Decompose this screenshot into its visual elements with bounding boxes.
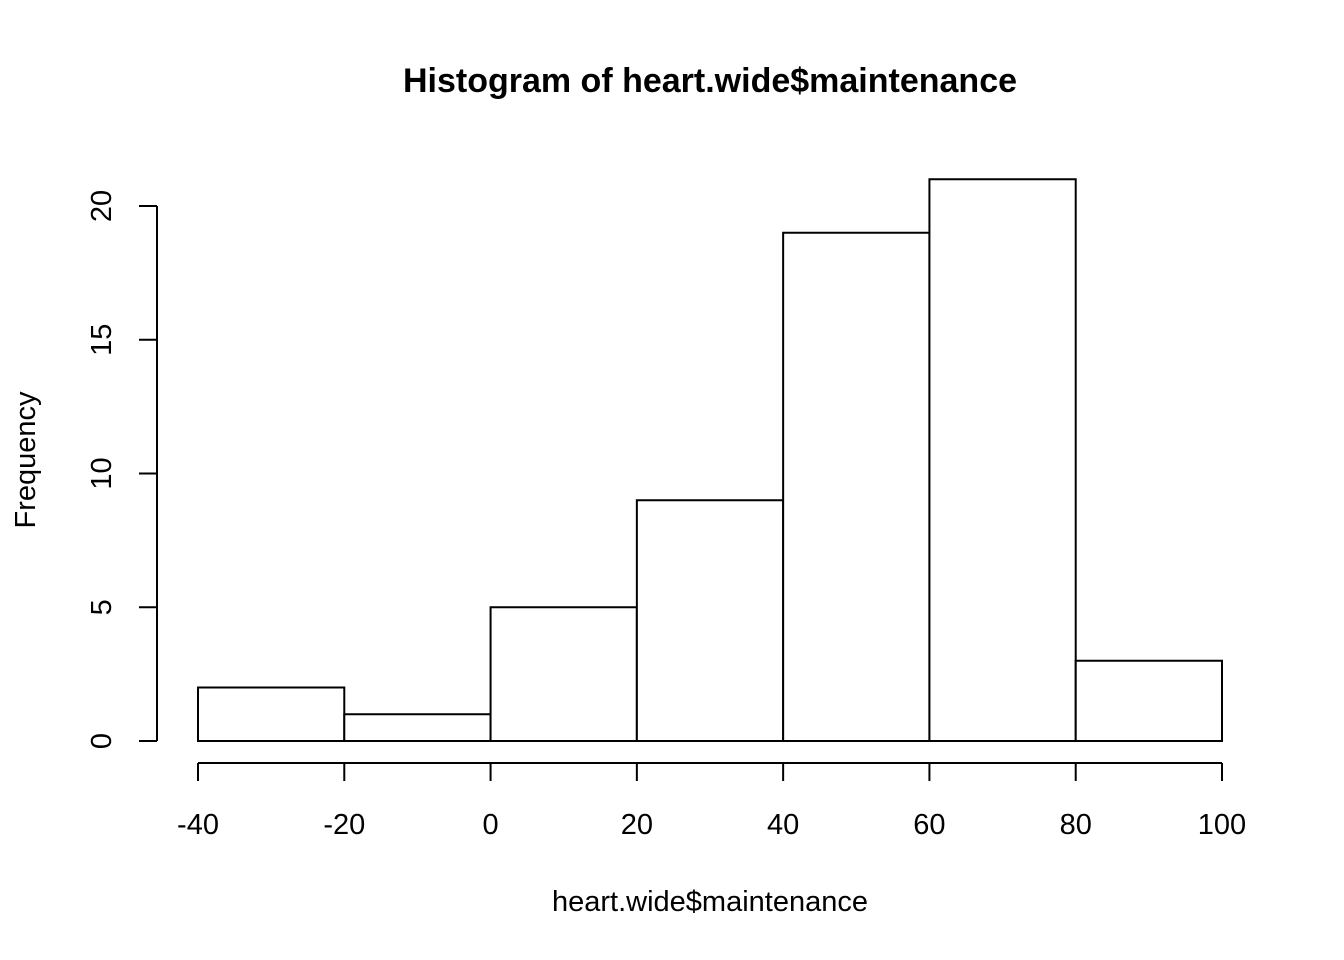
x-axis: -40 -20 0 20 40 60 80 100 <box>177 762 1246 841</box>
x-tick-label: 100 <box>1198 809 1246 841</box>
y-tick-label: 0 <box>86 733 118 749</box>
x-axis-label: heart.wide$maintenance <box>552 886 868 918</box>
chart-title: Histogram of heart.wide$maintenance <box>403 62 1017 100</box>
y-tick-label: 20 <box>86 190 118 222</box>
x-tick-label: 80 <box>1060 809 1092 841</box>
y-tick-label: 5 <box>86 599 118 615</box>
x-tick-label: 20 <box>621 809 653 841</box>
y-axis: 0 5 10 15 20 <box>86 190 158 749</box>
histogram-bar-2 <box>489 606 638 742</box>
histogram-bar-6 <box>1074 659 1223 742</box>
x-tick-label: 40 <box>767 809 799 841</box>
y-axis-label: Frequency <box>10 391 42 529</box>
y-tick-label: 15 <box>86 324 118 356</box>
histogram-bar-3 <box>635 499 785 742</box>
histogram-bar-0 <box>197 686 346 742</box>
y-tick-label: 10 <box>86 457 118 489</box>
histogram-bar-4 <box>782 231 931 742</box>
x-tick-label: 0 <box>483 809 499 841</box>
x-tick-label: -40 <box>177 809 219 841</box>
histogram-bar-5 <box>928 178 1077 742</box>
x-tick-label: 60 <box>913 809 945 841</box>
x-tick-label: -20 <box>323 809 365 841</box>
bars-group <box>197 178 1223 742</box>
histogram-bar-1 <box>343 713 492 742</box>
